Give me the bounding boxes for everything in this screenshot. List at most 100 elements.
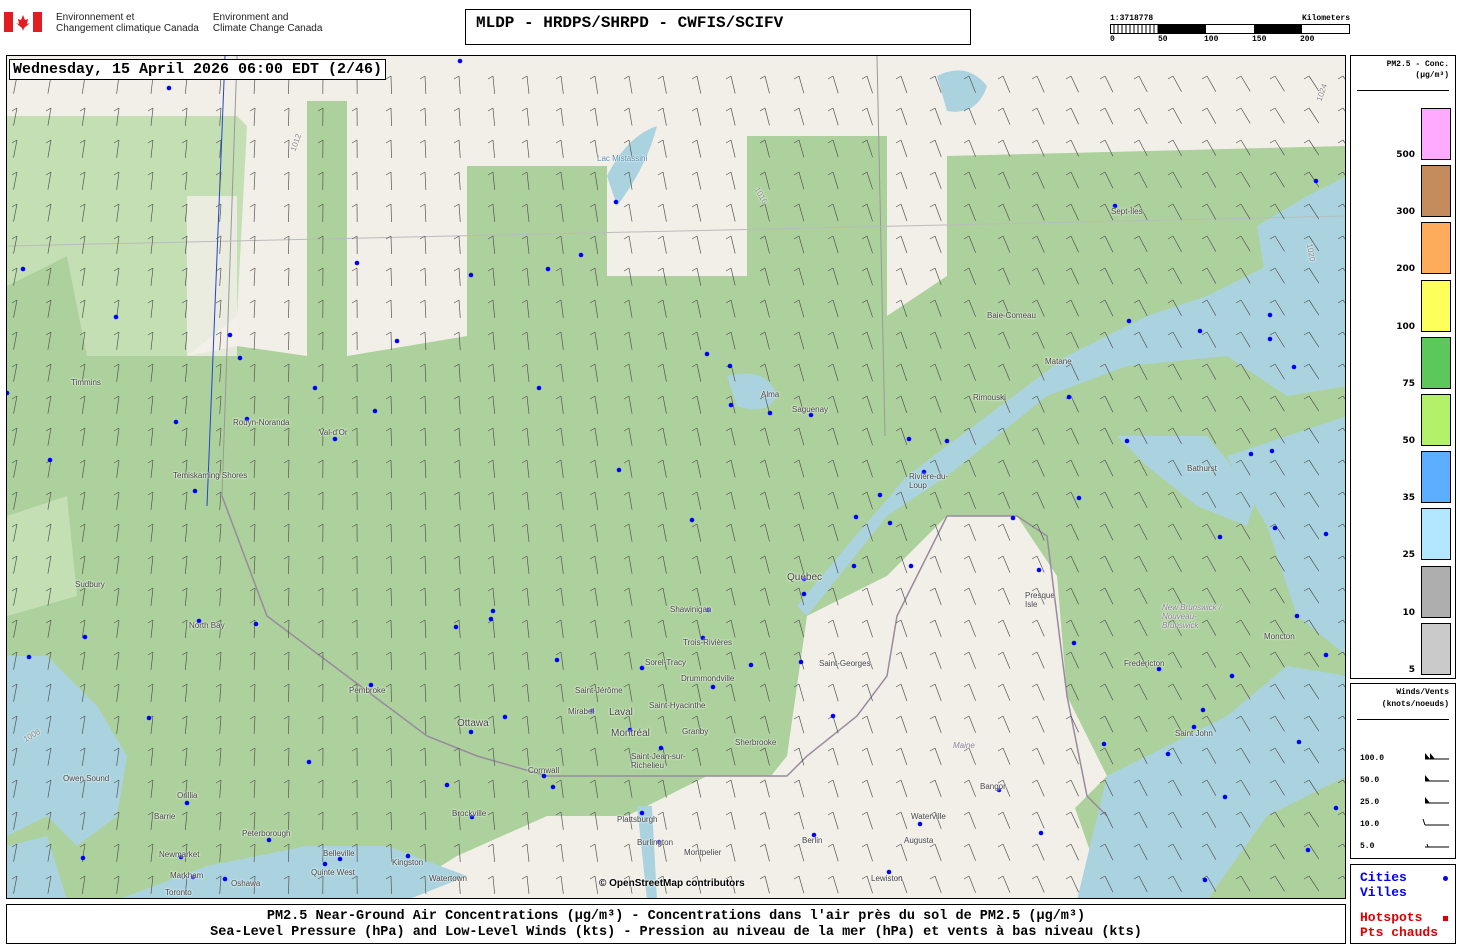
wind-barb bbox=[691, 75, 702, 94]
wind-barb bbox=[1167, 75, 1182, 92]
wind-barb bbox=[589, 459, 599, 478]
map-canvas[interactable]: Timmins Rouyn-Noranda Val-d'Or Temiskami… bbox=[6, 55, 1346, 899]
wind-barb bbox=[963, 299, 976, 317]
wind-barb bbox=[147, 299, 154, 318]
wind-barb bbox=[11, 715, 18, 734]
wind-barb bbox=[521, 139, 530, 158]
wind-barb bbox=[589, 299, 599, 318]
wind-barb bbox=[1337, 331, 1345, 336]
wind-barb bbox=[1065, 235, 1079, 253]
wind-barb bbox=[1235, 331, 1251, 348]
wind-barb bbox=[997, 683, 1011, 701]
wind-barb bbox=[45, 651, 52, 670]
city-label: Temiskaming Shores bbox=[173, 471, 248, 480]
wind-barb bbox=[827, 619, 839, 638]
wind-barb bbox=[725, 779, 736, 798]
wind-barb bbox=[1235, 747, 1251, 764]
wind-barb bbox=[555, 459, 564, 478]
wind-barb bbox=[249, 523, 256, 542]
legend-swatch bbox=[1421, 565, 1451, 618]
wind-barb bbox=[1133, 491, 1148, 509]
wind-barb bbox=[113, 299, 120, 318]
city-label: Burlington bbox=[637, 838, 674, 847]
wind-barb bbox=[1065, 875, 1079, 893]
wind-barb bbox=[1303, 331, 1320, 348]
wind-barb bbox=[453, 171, 461, 190]
wind-barb bbox=[1065, 587, 1079, 605]
wind-barb bbox=[79, 363, 86, 382]
wind-barb bbox=[793, 299, 805, 318]
wind-barb bbox=[657, 619, 667, 638]
wind-barb bbox=[215, 779, 222, 798]
wind-barb bbox=[215, 235, 222, 254]
wind-barb bbox=[79, 523, 86, 542]
wind-barb bbox=[1303, 843, 1320, 860]
wind-barb bbox=[1065, 555, 1079, 573]
wind-barb bbox=[1065, 331, 1079, 349]
wind-barb bbox=[521, 203, 530, 222]
wind-barb bbox=[691, 555, 702, 574]
wind-barb bbox=[453, 331, 461, 350]
city-dot bbox=[266, 837, 272, 843]
wind-barb bbox=[385, 235, 392, 255]
wind-barb bbox=[249, 811, 256, 830]
wind-barb bbox=[351, 107, 358, 127]
city-label: Augusta bbox=[904, 836, 934, 845]
wind-barb bbox=[1065, 491, 1079, 509]
wind-barb bbox=[1133, 651, 1148, 669]
wind-barb bbox=[1201, 779, 1217, 796]
wind-barb bbox=[555, 843, 564, 862]
wind-barb bbox=[113, 875, 120, 894]
wind-barb bbox=[589, 619, 599, 638]
wind-barb bbox=[691, 523, 702, 542]
wind-barb bbox=[79, 715, 86, 734]
city-label: Watertown bbox=[429, 874, 467, 883]
wind-barb bbox=[1269, 459, 1285, 476]
wind-barb bbox=[589, 491, 599, 510]
wind-barb bbox=[963, 523, 976, 541]
city-dot bbox=[545, 266, 551, 272]
wind-barb bbox=[1201, 331, 1217, 348]
wind-barb bbox=[385, 843, 392, 863]
wind-barb bbox=[113, 683, 120, 702]
osm-attribution[interactable]: © OpenStreetMap contributors bbox=[599, 878, 745, 889]
wind-barb bbox=[1337, 139, 1345, 144]
wind-barb bbox=[997, 267, 1011, 285]
wind-barb bbox=[623, 747, 633, 766]
wind-barb bbox=[113, 651, 120, 670]
wind-barb bbox=[147, 427, 154, 446]
wind-barb bbox=[1303, 715, 1320, 732]
city-dot bbox=[996, 787, 1002, 793]
wind-barb bbox=[827, 811, 839, 830]
wind-barb bbox=[1065, 427, 1079, 445]
wind-barb bbox=[1065, 299, 1079, 317]
city-label: Brockville bbox=[452, 809, 487, 818]
wind-barb bbox=[521, 331, 530, 350]
wind-barb bbox=[1065, 203, 1079, 221]
wind-barb bbox=[249, 683, 256, 702]
wind-barb bbox=[1235, 779, 1251, 796]
wind-speed-label: 5.0 bbox=[1360, 842, 1375, 851]
wind-barb bbox=[1201, 267, 1217, 284]
wind-barb bbox=[1235, 875, 1251, 892]
wind-barb bbox=[963, 267, 976, 285]
wind-barb bbox=[963, 875, 976, 893]
wind-barb bbox=[861, 555, 873, 574]
lake-label: Lac Mistassini bbox=[597, 154, 648, 163]
wind-barb bbox=[963, 683, 976, 701]
city-label: Drummondville bbox=[681, 674, 735, 683]
wind-barb bbox=[1133, 427, 1148, 445]
wind-barb bbox=[1201, 555, 1217, 572]
wind-barb bbox=[1099, 427, 1114, 445]
wind-barb bbox=[895, 427, 908, 446]
wind-barb bbox=[1303, 587, 1320, 604]
wind-barb bbox=[249, 171, 256, 190]
wind-barb bbox=[317, 395, 324, 415]
wind-barb bbox=[623, 523, 633, 542]
wind-barb bbox=[1167, 459, 1182, 476]
wind-barb bbox=[1031, 683, 1045, 701]
wind-barb bbox=[555, 203, 564, 222]
wind-barb bbox=[759, 779, 770, 798]
wind-barb bbox=[317, 843, 324, 863]
wind-barb bbox=[1065, 651, 1079, 669]
